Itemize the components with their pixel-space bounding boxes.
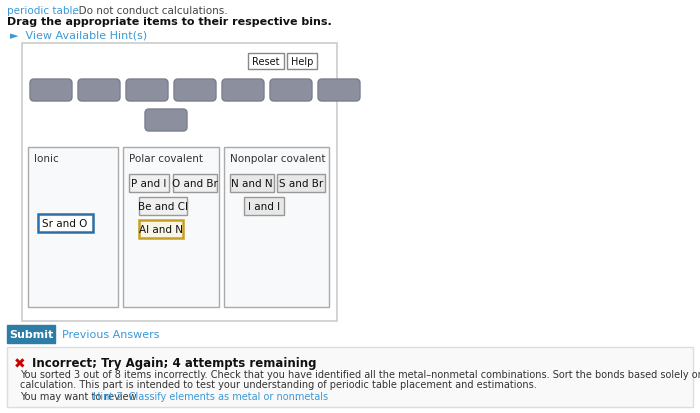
Text: O and Br: O and Br bbox=[172, 178, 218, 189]
Text: Ionic: Ionic bbox=[34, 154, 59, 164]
Text: Sr and O: Sr and O bbox=[42, 218, 88, 228]
Bar bbox=[139, 197, 187, 216]
Text: Previous Answers: Previous Answers bbox=[62, 329, 160, 339]
Bar bbox=[7, 325, 55, 343]
FancyBboxPatch shape bbox=[78, 80, 120, 102]
Bar bbox=[139, 221, 183, 238]
Text: You may want to review: You may want to review bbox=[20, 391, 140, 401]
Text: Reset: Reset bbox=[252, 57, 280, 67]
Text: Nonpolar covalent: Nonpolar covalent bbox=[230, 154, 326, 164]
FancyBboxPatch shape bbox=[30, 80, 72, 102]
Text: I and I: I and I bbox=[248, 202, 280, 211]
FancyBboxPatch shape bbox=[126, 80, 168, 102]
Bar bbox=[277, 175, 325, 192]
Text: .: . bbox=[295, 391, 298, 401]
Bar bbox=[123, 147, 219, 307]
Text: Submit: Submit bbox=[9, 329, 53, 339]
Text: Hint 2. Classify elements as metal or nonmetals: Hint 2. Classify elements as metal or no… bbox=[93, 391, 328, 401]
Bar bbox=[224, 147, 329, 307]
Bar bbox=[287, 54, 317, 70]
Text: N and N: N and N bbox=[231, 178, 273, 189]
Bar bbox=[7, 347, 693, 407]
Text: Polar covalent: Polar covalent bbox=[129, 154, 203, 164]
Text: calculation. This part is intended to test your understanding of periodic table : calculation. This part is intended to te… bbox=[20, 379, 537, 389]
FancyBboxPatch shape bbox=[174, 80, 216, 102]
Text: Al and N: Al and N bbox=[139, 224, 183, 235]
FancyBboxPatch shape bbox=[270, 80, 312, 102]
Bar bbox=[28, 147, 118, 307]
Text: Drag the appropriate items to their respective bins.: Drag the appropriate items to their resp… bbox=[7, 17, 332, 27]
Bar bbox=[230, 175, 274, 192]
Text: P and I: P and I bbox=[132, 178, 167, 189]
Text: periodic table: periodic table bbox=[7, 6, 79, 16]
Text: S and Br: S and Br bbox=[279, 178, 323, 189]
Text: ✖: ✖ bbox=[14, 356, 26, 370]
Bar bbox=[248, 54, 284, 70]
FancyBboxPatch shape bbox=[318, 80, 360, 102]
Text: . Do not conduct calculations.: . Do not conduct calculations. bbox=[72, 6, 228, 16]
Bar bbox=[173, 175, 217, 192]
Bar bbox=[244, 197, 284, 216]
Bar bbox=[38, 214, 93, 233]
Bar bbox=[22, 44, 337, 321]
FancyBboxPatch shape bbox=[222, 80, 264, 102]
Text: Incorrect; Try Again; 4 attempts remaining: Incorrect; Try Again; 4 attempts remaini… bbox=[32, 356, 316, 369]
Text: Help: Help bbox=[290, 57, 313, 67]
Bar bbox=[129, 175, 169, 192]
Text: Be and Cl: Be and Cl bbox=[138, 202, 188, 211]
Text: You sorted 3 out of 8 items incorrectly. Check that you have identified all the : You sorted 3 out of 8 items incorrectly.… bbox=[20, 369, 700, 379]
FancyBboxPatch shape bbox=[145, 110, 187, 132]
Text: ►  View Available Hint(s): ► View Available Hint(s) bbox=[10, 30, 147, 40]
